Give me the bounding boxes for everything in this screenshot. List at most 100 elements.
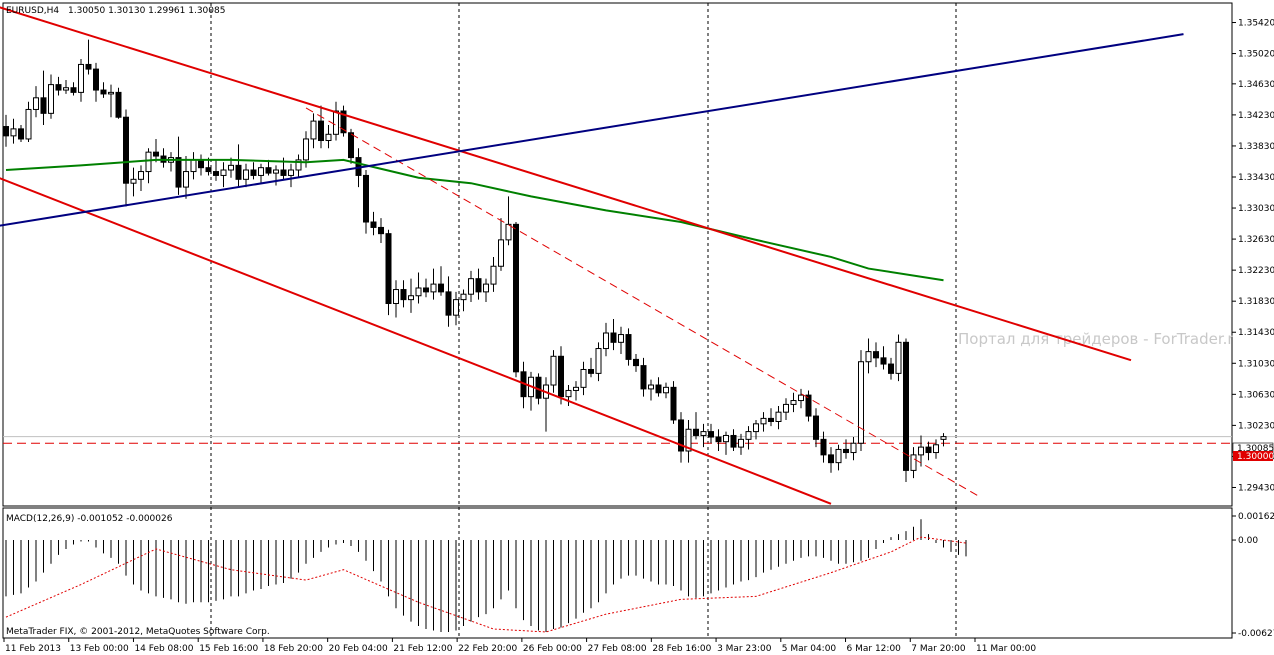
candle-body	[3, 126, 9, 137]
candle-body	[918, 446, 924, 456]
candle-body	[663, 386, 669, 394]
candle-body	[715, 436, 722, 443]
candle-body	[873, 351, 879, 359]
symbol-timeframe-label: EURUSD,H4	[6, 6, 59, 16]
candle-body	[183, 171, 189, 188]
candle-body	[498, 239, 504, 267]
candle-body	[235, 164, 242, 180]
price-tick-label: 1.35420	[1238, 19, 1274, 29]
candle-body	[385, 233, 392, 305]
price-tick-label: 1.31030	[1238, 359, 1274, 369]
channel-upper-line	[0, 6, 1132, 362]
price-tick-label: 1.29430	[1238, 483, 1274, 493]
candle-body	[175, 157, 182, 188]
candle-body	[828, 454, 834, 464]
candle-body	[243, 169, 249, 180]
candle-body	[813, 415, 819, 440]
candle-body	[655, 384, 662, 394]
axis-mask	[1233, 0, 1274, 506]
candle-body	[880, 357, 887, 365]
candle-body	[265, 167, 272, 174]
candle-body	[25, 108, 32, 140]
candle-body	[295, 159, 302, 171]
candle-body	[348, 132, 354, 159]
price-tick-label: 1.31830	[1238, 297, 1274, 307]
price-axis: 1.35420 1.35020 1.34630 1.34230 1.33830 1.334…	[1232, 19, 1274, 493]
candle-body	[483, 283, 489, 293]
time-axis: 11 Feb 2013 13 Feb 00:00 14 Feb 08:00 15 Fe…	[3, 638, 1036, 654]
candle-body	[610, 332, 617, 343]
time-tick-label: 28 Feb 16:00	[652, 644, 711, 654]
candle-body	[85, 63, 92, 70]
candle-body	[685, 428, 692, 452]
candle-body	[115, 91, 122, 118]
candle-body	[505, 223, 512, 241]
candle-body	[558, 355, 564, 398]
time-tick-label: 26 Feb 00:00	[523, 644, 582, 654]
channel-lower-line	[0, 177, 832, 505]
candle-body	[55, 84, 62, 91]
candle-body	[573, 386, 579, 391]
candle-body	[78, 63, 84, 93]
candle-body	[895, 341, 902, 374]
macd-tick-label: 0.00	[1238, 536, 1258, 546]
candle-body	[603, 332, 609, 350]
candle-body	[370, 221, 377, 228]
candle-body	[288, 169, 294, 176]
candle-body	[700, 431, 707, 436]
price-tick-label: 1.31430	[1238, 328, 1274, 338]
candle-body	[400, 289, 407, 301]
candle-body	[48, 84, 54, 114]
candle-body	[753, 423, 759, 433]
candle-body	[468, 278, 474, 295]
candle-body	[565, 389, 572, 398]
candle-body	[798, 394, 804, 402]
level-price-tag: 1.30000	[1237, 452, 1274, 462]
candle-body	[198, 159, 204, 169]
candle-body	[10, 128, 17, 137]
rising-trendline-line	[0, 33, 1184, 227]
time-tick-label: 21 Feb 12:00	[393, 644, 452, 654]
candle-body	[640, 365, 647, 390]
candle-body	[70, 87, 77, 93]
candle-body	[588, 368, 594, 374]
time-tick-label: 5 Mar 04:00	[782, 644, 837, 654]
time-tick-label: 11 Feb 2013	[5, 644, 61, 654]
candle-body	[205, 167, 212, 173]
candle-body	[768, 417, 774, 422]
candle-body	[460, 293, 467, 301]
candle-body	[670, 386, 677, 421]
candle-body	[513, 223, 519, 373]
candle-body	[63, 87, 69, 91]
candle-body	[678, 419, 684, 452]
time-tick-label: 27 Feb 08:00	[588, 644, 647, 654]
time-tick-label: 18 Feb 20:00	[264, 644, 323, 654]
candle-body	[40, 97, 47, 114]
price-tick-label: 1.33030	[1238, 204, 1274, 214]
candle-body	[633, 358, 639, 367]
candle-body	[490, 265, 497, 285]
candle-body	[363, 174, 369, 223]
candle-body	[18, 128, 24, 140]
price-tick-label: 1.34230	[1238, 111, 1274, 121]
candle-body	[783, 403, 789, 413]
candle-body	[100, 89, 107, 95]
candle-body	[310, 120, 317, 140]
ma-polyline	[5, 158, 944, 282]
macd-histogram	[5, 519, 967, 632]
candle-body	[190, 159, 197, 173]
candle-body	[453, 299, 459, 316]
candle-body	[708, 431, 714, 438]
horizontal-levels	[3, 436, 1232, 444]
candle-body	[693, 428, 699, 436]
candle-body	[33, 97, 39, 110]
candle-body	[925, 446, 932, 454]
candle-body	[648, 384, 654, 390]
candle-body	[430, 283, 437, 293]
macd-plot-frame	[2, 507, 1233, 639]
candle-body	[228, 164, 234, 171]
candle-body	[378, 226, 384, 235]
macd-tick-label: 0.001622	[1238, 512, 1274, 522]
candle-body	[423, 287, 429, 293]
